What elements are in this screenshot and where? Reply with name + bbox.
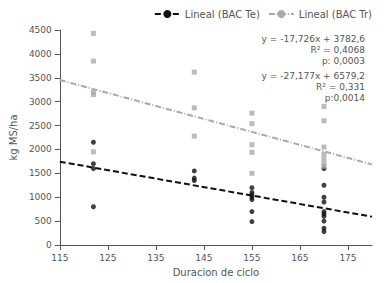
- svg-text:4500: 4500: [29, 25, 52, 35]
- svg-text:155: 155: [243, 253, 260, 263]
- svg-text:500: 500: [35, 216, 52, 226]
- svg-text:y = -17,726x + 3782,6: y = -17,726x + 3782,6: [262, 34, 366, 44]
- svg-text:2500: 2500: [29, 121, 52, 131]
- svg-text:115: 115: [51, 253, 68, 263]
- svg-text:1500: 1500: [29, 168, 52, 178]
- svg-text:2000: 2000: [29, 144, 52, 154]
- svg-text:135: 135: [147, 253, 164, 263]
- svg-text:0: 0: [46, 240, 52, 250]
- svg-text:175: 175: [339, 253, 356, 263]
- svg-text:Lineal (BAC Te): Lineal (BAC Te): [185, 9, 260, 20]
- svg-text:y = -27,177x + 6579,2: y = -27,177x + 6579,2: [262, 71, 365, 81]
- svg-text:165: 165: [291, 253, 308, 263]
- svg-text:125: 125: [99, 253, 116, 263]
- svg-text:1000: 1000: [29, 192, 52, 202]
- svg-text:kg MS/ha: kg MS/ha: [8, 114, 19, 160]
- svg-text:4000: 4000: [29, 49, 52, 59]
- svg-text:p: 0,0003: p: 0,0003: [322, 56, 365, 66]
- svg-text:3000: 3000: [29, 97, 52, 107]
- svg-text:p:0,0014: p:0,0014: [325, 93, 366, 103]
- svg-text:R² = 0,331: R² = 0,331: [316, 82, 365, 92]
- svg-text:R² = 0,4068: R² = 0,4068: [310, 45, 365, 55]
- svg-text:Duracion de ciclo: Duracion de ciclo: [173, 267, 260, 278]
- svg-text:3500: 3500: [29, 73, 52, 83]
- svg-text:Lineal (BAC Tr): Lineal (BAC Tr): [299, 9, 372, 20]
- svg-text:145: 145: [195, 253, 212, 263]
